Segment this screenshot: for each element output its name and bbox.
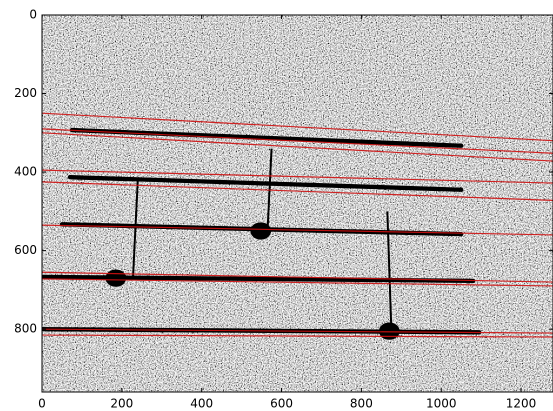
y-tick-label: 200 xyxy=(14,86,37,100)
x-tick-label: 1000 xyxy=(426,397,457,411)
note-head xyxy=(379,322,400,339)
y-tick-label: 800 xyxy=(14,322,37,336)
y-tick-label: 400 xyxy=(14,165,37,179)
x-tick-label: 800 xyxy=(350,397,373,411)
note-head xyxy=(105,269,126,286)
y-tick-label: 600 xyxy=(14,243,37,257)
note-head xyxy=(250,222,271,239)
x-tick-label: 400 xyxy=(190,397,213,411)
page: 0200400600800100012000200400600800 (() =… xyxy=(0,0,553,411)
x-tick-label: 0 xyxy=(38,397,46,411)
x-tick-label: 600 xyxy=(270,397,293,411)
x-tick-label: 1200 xyxy=(506,397,537,411)
y-tick-label: 0 xyxy=(29,8,37,22)
x-tick-label: 200 xyxy=(110,397,133,411)
plot-area xyxy=(42,15,553,392)
chart: 0 200 400 600 800 1000 1200 0 200 400 600 800 xyxy=(0,0,553,411)
